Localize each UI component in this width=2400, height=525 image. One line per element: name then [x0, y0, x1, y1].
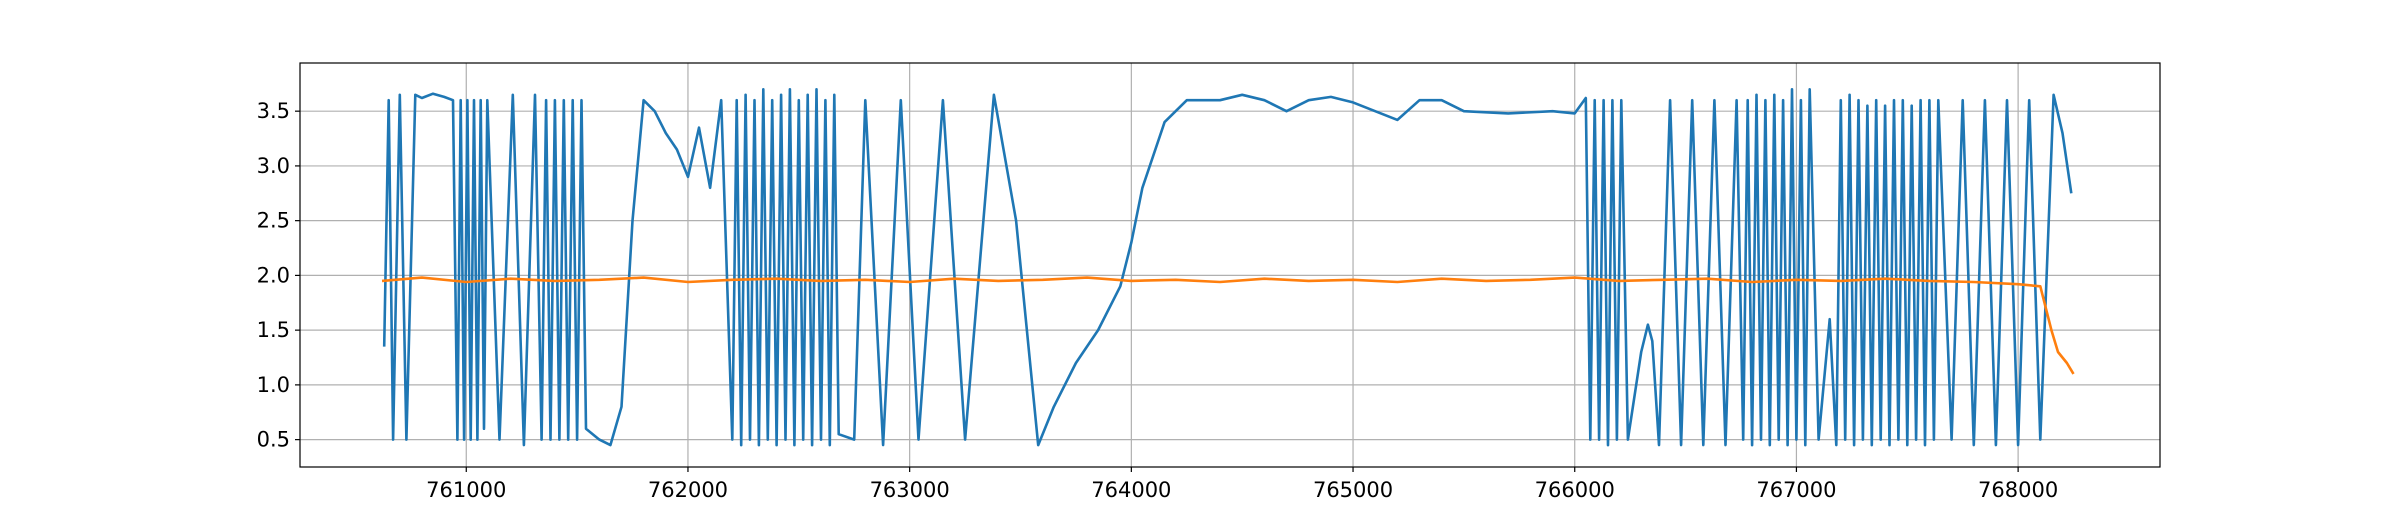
x-tick-label: 767000 — [1756, 478, 1836, 502]
y-tick-label: 2.0 — [257, 263, 290, 287]
y-tick-label: 2.5 — [257, 209, 290, 233]
y-tick-label: 3.0 — [257, 154, 290, 178]
x-tick-label: 765000 — [1313, 478, 1393, 502]
x-tick-label: 768000 — [1978, 478, 2058, 502]
x-tick-label: 762000 — [648, 478, 728, 502]
x-tick-label: 766000 — [1535, 478, 1615, 502]
y-tick-label: 1.0 — [257, 373, 290, 397]
x-tick-label: 764000 — [1091, 478, 1171, 502]
plot-frame — [299, 62, 2161, 468]
y-tick-label: 1.5 — [257, 318, 290, 342]
x-tick-label: 763000 — [870, 478, 950, 502]
x-tick-label: 761000 — [426, 478, 506, 502]
y-tick-label: 0.5 — [257, 428, 290, 452]
series-line — [381, 276, 2075, 375]
y-tick-label: 3.5 — [257, 99, 290, 123]
series-line — [382, 88, 2073, 447]
